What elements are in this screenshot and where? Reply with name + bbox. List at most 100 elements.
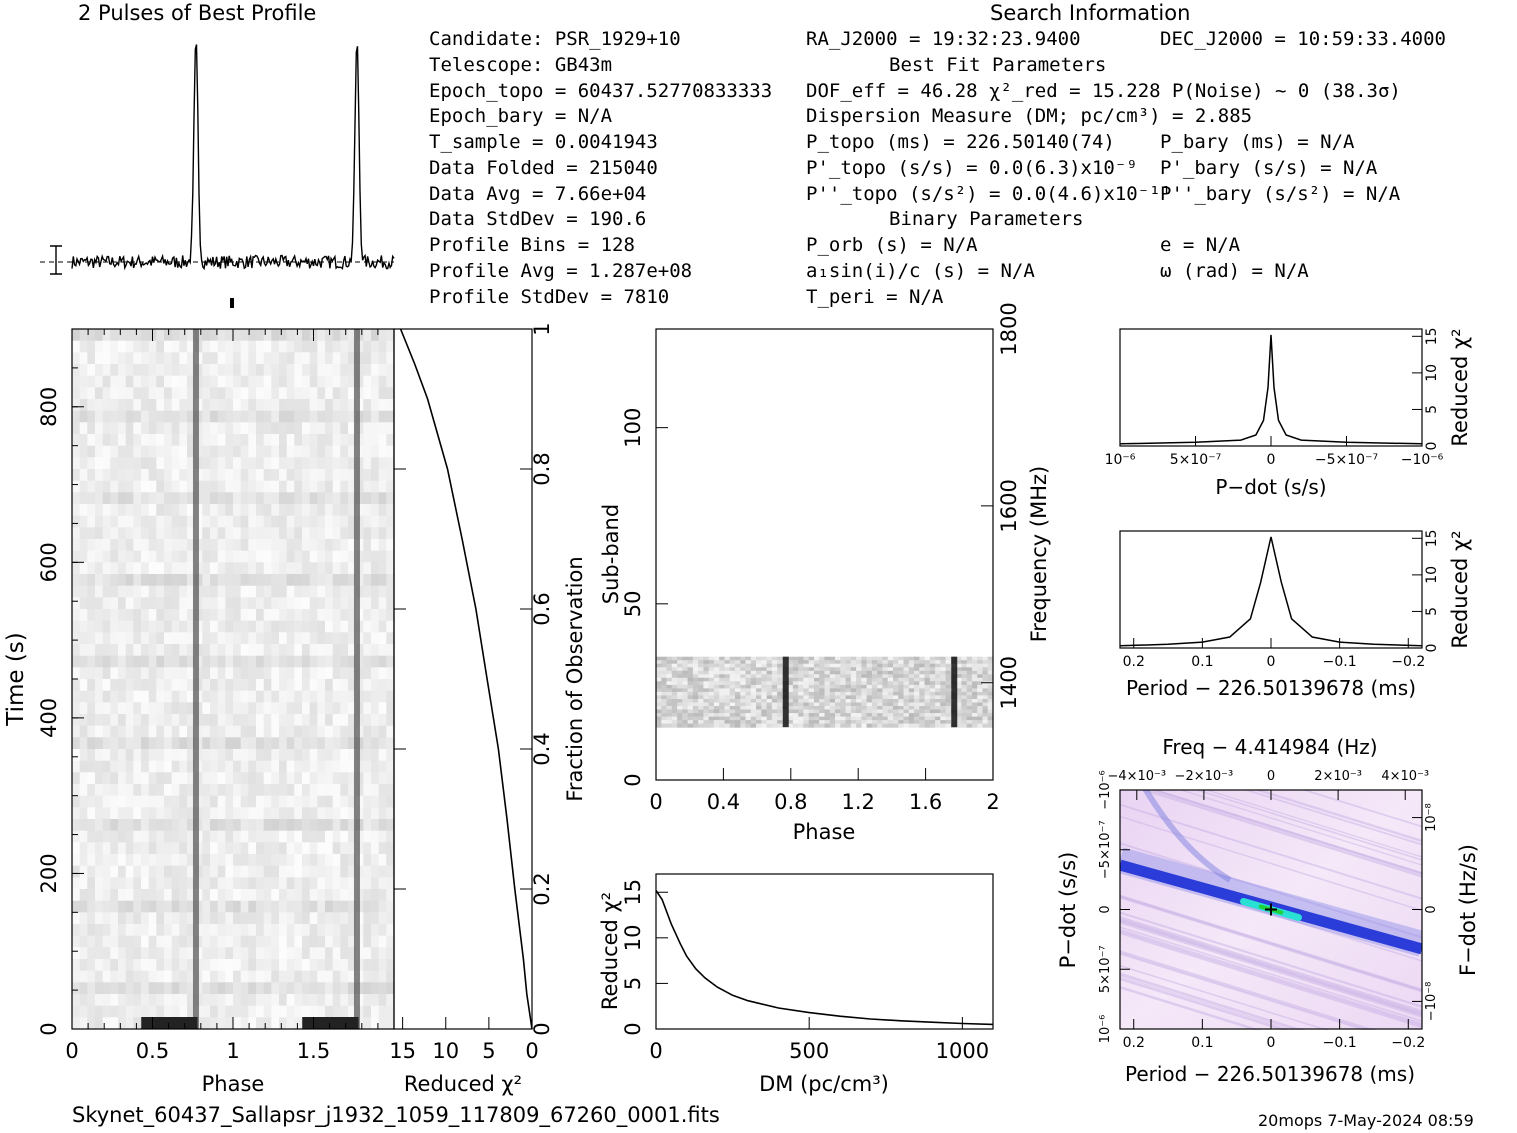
time-phase-cell — [118, 515, 127, 528]
subband-cell — [956, 695, 962, 700]
time-phase-cell — [148, 760, 157, 773]
subband-cell — [766, 709, 773, 714]
subband-cell — [703, 674, 710, 679]
time-phase-cell — [279, 609, 288, 622]
subband-cell — [866, 684, 873, 689]
time-phase-cell — [348, 772, 357, 785]
subband-cell — [708, 702, 715, 707]
time-phase-cell — [271, 410, 280, 423]
time-phase-cell — [248, 970, 257, 983]
time-phase-cell — [233, 877, 242, 890]
time-phase-cell — [279, 387, 288, 400]
subband-cell — [777, 667, 783, 672]
subband-cell — [850, 681, 857, 686]
time-phase-cell — [102, 492, 111, 505]
time-phase-cell — [187, 644, 196, 657]
time-phase-cell — [210, 352, 219, 365]
time-phase-cell — [118, 445, 127, 458]
time-phase-cell — [133, 947, 142, 960]
time-phase-cell — [332, 830, 341, 843]
time-phase-cell — [325, 784, 334, 797]
subband-cell — [861, 660, 868, 665]
time-phase-cell — [202, 422, 211, 435]
subband-cell — [787, 688, 794, 693]
time-phase-cell — [332, 807, 341, 820]
time-phase-cell — [164, 865, 173, 878]
subband-cell — [666, 706, 673, 711]
subband-cell — [977, 663, 984, 668]
time-phase-cell — [187, 900, 196, 913]
subband-cell — [687, 684, 694, 689]
subband-cell — [866, 691, 873, 696]
time-phase-cell — [271, 434, 280, 447]
time-phase-cell — [233, 527, 242, 540]
time-phase-cell — [217, 480, 226, 493]
time-phase-cell — [309, 749, 318, 762]
subband-cell — [924, 677, 931, 682]
time-phase-cell — [202, 877, 211, 890]
time-phase-cell — [110, 667, 119, 680]
subband-cell — [835, 720, 841, 725]
time-phase-cell — [279, 655, 288, 668]
time-phase-cell — [125, 632, 134, 645]
time-phase-cell — [256, 784, 265, 797]
time-phase-cell — [271, 457, 280, 470]
subband-cell — [877, 674, 884, 679]
time-phase-cell — [187, 469, 196, 482]
time-phase-cell — [348, 865, 357, 878]
time-phase-cell — [72, 749, 81, 762]
subband-cell — [898, 660, 905, 665]
time-phase-cell — [256, 795, 265, 808]
time-phase-cell — [79, 725, 88, 738]
subband-cell — [740, 702, 747, 707]
time-phase-cell — [309, 410, 318, 423]
time-phase-cell — [179, 737, 188, 750]
time-phase-cell — [240, 422, 249, 435]
subband-cell — [840, 688, 847, 693]
time-phase-cell — [148, 772, 157, 785]
time-phase-cell — [156, 935, 165, 948]
subband-cell — [729, 699, 736, 704]
time-phase-cell — [332, 784, 341, 797]
time-phase-cell — [225, 480, 234, 493]
time-phase-cell — [348, 527, 357, 540]
subband-cell — [940, 699, 947, 704]
search-binary: Binary Parameters — [889, 208, 1084, 230]
time-phase-cell — [156, 550, 165, 563]
time-phase-cell — [386, 714, 394, 727]
time-phase-cell — [302, 702, 311, 715]
subband-cell — [692, 716, 699, 721]
time-phase-cell — [217, 994, 226, 1007]
time-phase-cell — [286, 1017, 295, 1029]
subband-cell — [750, 723, 757, 728]
search-pdd-topo: P''_topo (s/s²) = 0.0(4.6)x10⁻¹¹ — [806, 183, 1173, 205]
time-phase-cell — [363, 457, 372, 470]
time-phase-cell — [118, 795, 127, 808]
subband-cell — [861, 699, 868, 704]
time-phase-cell — [271, 982, 280, 995]
time-phase-cell — [271, 819, 280, 832]
time-phase-cell — [164, 574, 173, 587]
subband-cell — [677, 720, 683, 725]
ppdot-streak — [1120, 931, 1422, 1029]
subband-cell — [735, 681, 741, 686]
subband-cell — [713, 709, 720, 714]
time-phase-cell — [363, 515, 372, 528]
time-phase-cell — [317, 819, 326, 832]
time-phase-cell — [156, 889, 165, 902]
time-phase-cell — [332, 935, 341, 948]
subband-cell — [924, 681, 931, 686]
time-phase-cell — [371, 632, 380, 645]
time-phase-cell — [279, 982, 288, 995]
subband-cell — [914, 706, 920, 711]
time-phase-cell — [348, 795, 357, 808]
subband-cell — [914, 656, 920, 661]
time-phase-cell — [225, 340, 234, 353]
time-phase-cell — [102, 504, 111, 517]
time-phase-cell — [279, 807, 288, 820]
time-phase-cell — [110, 690, 119, 703]
subband-cell — [750, 709, 757, 714]
time-phase-cell — [263, 562, 272, 575]
subband-cell — [971, 720, 978, 725]
y-tick-label: 10 — [1424, 566, 1440, 584]
